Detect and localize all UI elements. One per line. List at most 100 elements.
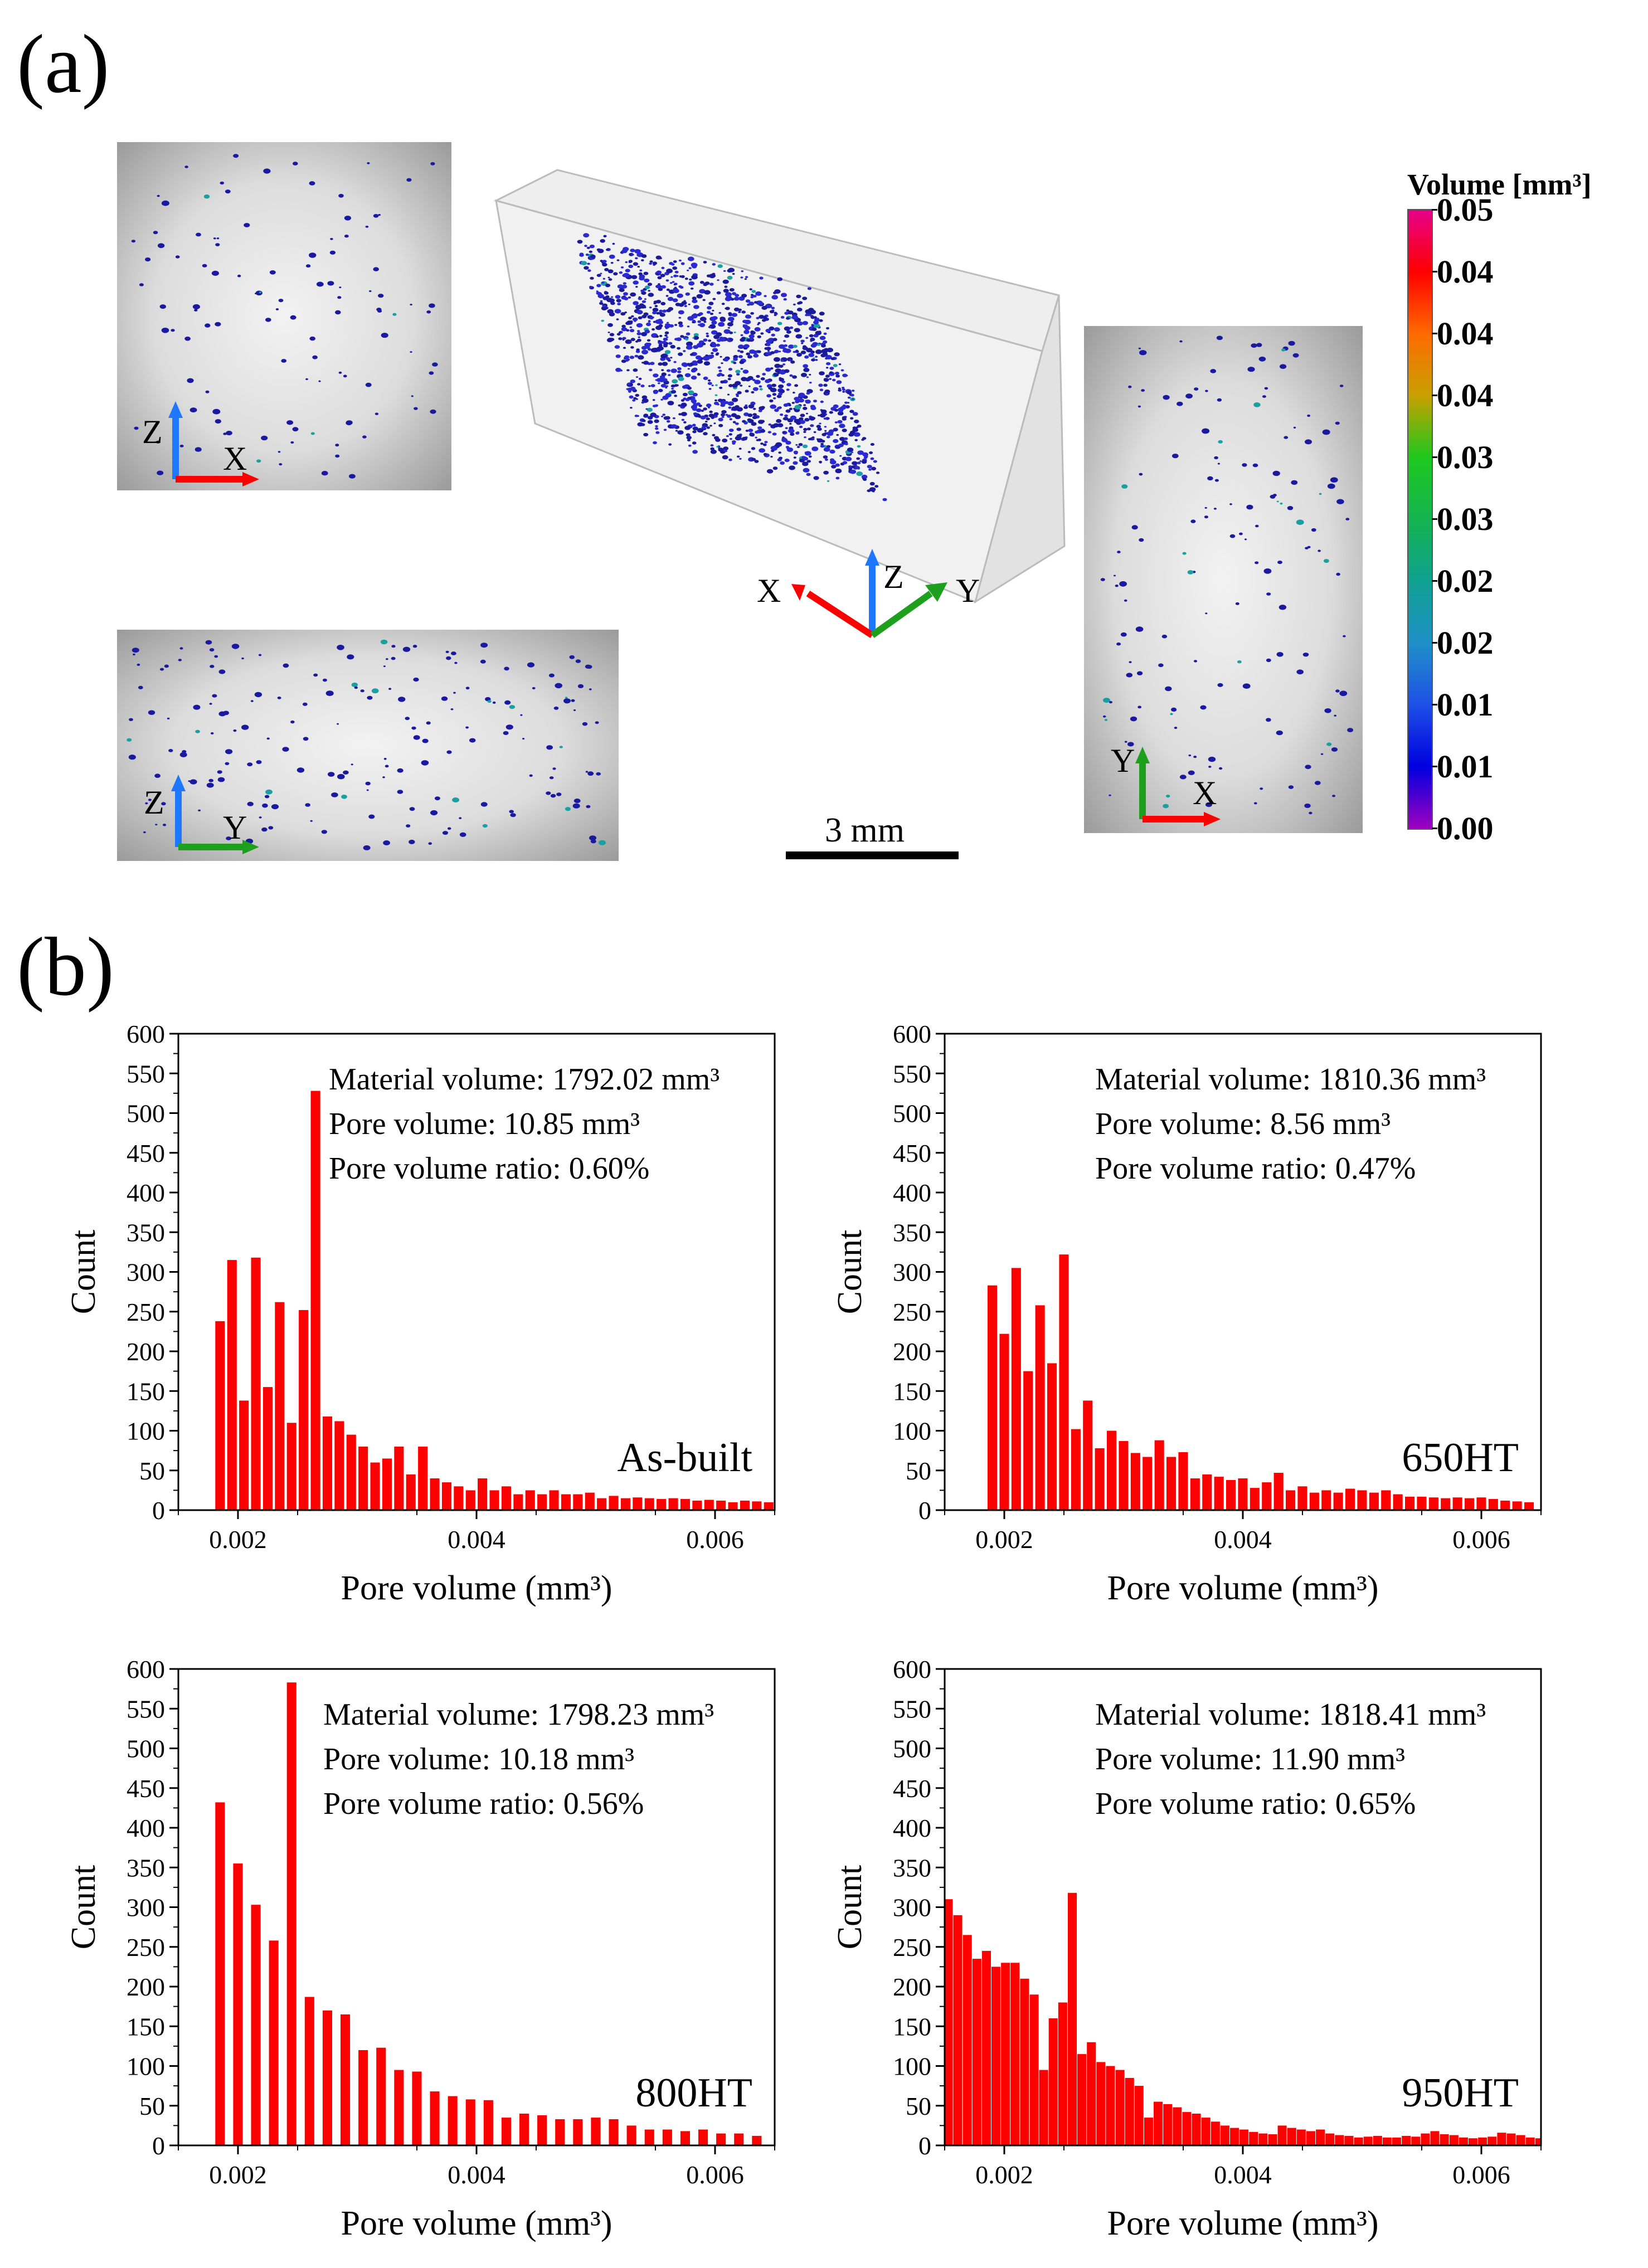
pore-speck bbox=[795, 334, 803, 339]
y-tick-label: 100 bbox=[893, 2052, 931, 2081]
pore-speck bbox=[691, 368, 697, 372]
annotation-text: Pore volume: 10.85 mm³ bbox=[329, 1107, 640, 1141]
y-tick-label: 50 bbox=[906, 1457, 931, 1485]
pore-speck bbox=[771, 449, 775, 452]
pore-speck bbox=[589, 250, 592, 253]
pore-speck bbox=[688, 303, 691, 305]
pore-speck bbox=[827, 436, 830, 439]
pore-speck bbox=[375, 412, 379, 415]
histogram-bar bbox=[1516, 2135, 1525, 2145]
pore-speck bbox=[779, 377, 782, 379]
pore-speck bbox=[492, 701, 496, 704]
pore-speck bbox=[623, 247, 629, 251]
histogram-bar bbox=[972, 1959, 981, 2145]
pore-speck bbox=[808, 455, 812, 458]
pore-speck bbox=[1280, 502, 1283, 505]
histogram-bar bbox=[1058, 2002, 1067, 2145]
axis-label-y: Y bbox=[1111, 742, 1135, 779]
pore-speck bbox=[840, 369, 844, 372]
pore-speck bbox=[762, 443, 767, 446]
pore-speck bbox=[365, 781, 371, 786]
pore-speck bbox=[816, 318, 819, 320]
pore-speck bbox=[815, 330, 821, 335]
pore-speck bbox=[819, 371, 825, 376]
pore-speck bbox=[386, 658, 388, 660]
pore-speck bbox=[726, 435, 729, 437]
pore-speck bbox=[683, 421, 687, 424]
pore-speck bbox=[316, 281, 324, 287]
pore-speck bbox=[565, 807, 571, 811]
histogram-bar bbox=[991, 1967, 1001, 2145]
pore-speck bbox=[210, 732, 214, 734]
pore-speck bbox=[1266, 718, 1271, 722]
pore-speck bbox=[309, 181, 315, 186]
pore-speck bbox=[735, 381, 741, 386]
y-tick-label: 400 bbox=[127, 1179, 165, 1207]
histogram-bar bbox=[1059, 1254, 1069, 1510]
pore-speck bbox=[671, 263, 675, 266]
pore-speck bbox=[623, 295, 625, 298]
pore-speck bbox=[850, 417, 854, 420]
pore-speck bbox=[804, 451, 808, 454]
pore-speck bbox=[628, 296, 631, 299]
pore-speck bbox=[697, 359, 703, 364]
pore-speck bbox=[746, 315, 752, 319]
pore-speck bbox=[367, 162, 370, 164]
pore-speck bbox=[145, 257, 151, 262]
panel-a-label: (a) bbox=[17, 18, 110, 110]
pore-speck bbox=[835, 374, 840, 378]
histogram-bar bbox=[537, 1494, 547, 1510]
pore-speck bbox=[1109, 794, 1111, 796]
pore-speck bbox=[1208, 766, 1212, 768]
pore-speck bbox=[633, 368, 638, 372]
pore-speck bbox=[309, 336, 315, 341]
pore-speck bbox=[650, 363, 653, 364]
pore-speck bbox=[687, 386, 692, 390]
pore-speck bbox=[803, 364, 809, 368]
pore-speck bbox=[664, 334, 668, 337]
pore-speck bbox=[616, 299, 621, 303]
annotation-text: Pore volume ratio: 0.56% bbox=[323, 1787, 644, 1821]
pore-speck bbox=[831, 465, 837, 469]
pore-speck bbox=[647, 348, 652, 351]
pore-speck bbox=[678, 321, 683, 325]
pore-speck bbox=[747, 451, 751, 454]
pore-speck bbox=[827, 480, 830, 482]
pore-speck bbox=[279, 463, 283, 466]
pore-speck bbox=[203, 194, 210, 199]
pore-speck bbox=[414, 407, 418, 410]
pore-speck bbox=[1182, 552, 1187, 555]
pore-speck bbox=[1174, 727, 1178, 729]
pore-speck bbox=[661, 372, 667, 376]
pore-speck bbox=[1126, 673, 1133, 678]
colorbar-tick-label: 0.01 bbox=[1437, 687, 1494, 723]
pore-speck bbox=[693, 345, 699, 349]
pore-speck bbox=[293, 162, 298, 166]
histogram-bar bbox=[1202, 1474, 1212, 1510]
pore-speck bbox=[752, 413, 757, 416]
pore-speck bbox=[751, 391, 755, 394]
pore-speck bbox=[305, 803, 310, 807]
pore-speck bbox=[772, 466, 778, 470]
pore-speck bbox=[774, 289, 781, 294]
histogram-bar bbox=[1273, 1473, 1284, 1510]
pore-speck bbox=[723, 358, 729, 362]
axis-triad-yz: Z Y bbox=[144, 775, 259, 854]
pore-speck bbox=[179, 445, 184, 447]
pore-speck bbox=[703, 356, 709, 360]
pore-speck bbox=[589, 835, 596, 841]
colorbar-tick-label: 0.04 bbox=[1437, 254, 1494, 290]
pore-speck bbox=[756, 317, 760, 319]
histogram-bar bbox=[519, 2114, 529, 2145]
colorbar-tick-label: 0.00 bbox=[1437, 810, 1494, 846]
pore-speck bbox=[802, 296, 808, 300]
pore-speck bbox=[1263, 568, 1272, 574]
pore-speck bbox=[815, 356, 818, 358]
pore-speck bbox=[778, 351, 781, 353]
pore-speck bbox=[579, 252, 584, 256]
x-axis-label: Pore volume (mm³) bbox=[341, 1569, 612, 1607]
pore-speck bbox=[666, 336, 669, 338]
histogram-bar bbox=[988, 1285, 998, 1510]
pore-speck bbox=[819, 460, 823, 464]
pore-speck bbox=[714, 399, 718, 402]
